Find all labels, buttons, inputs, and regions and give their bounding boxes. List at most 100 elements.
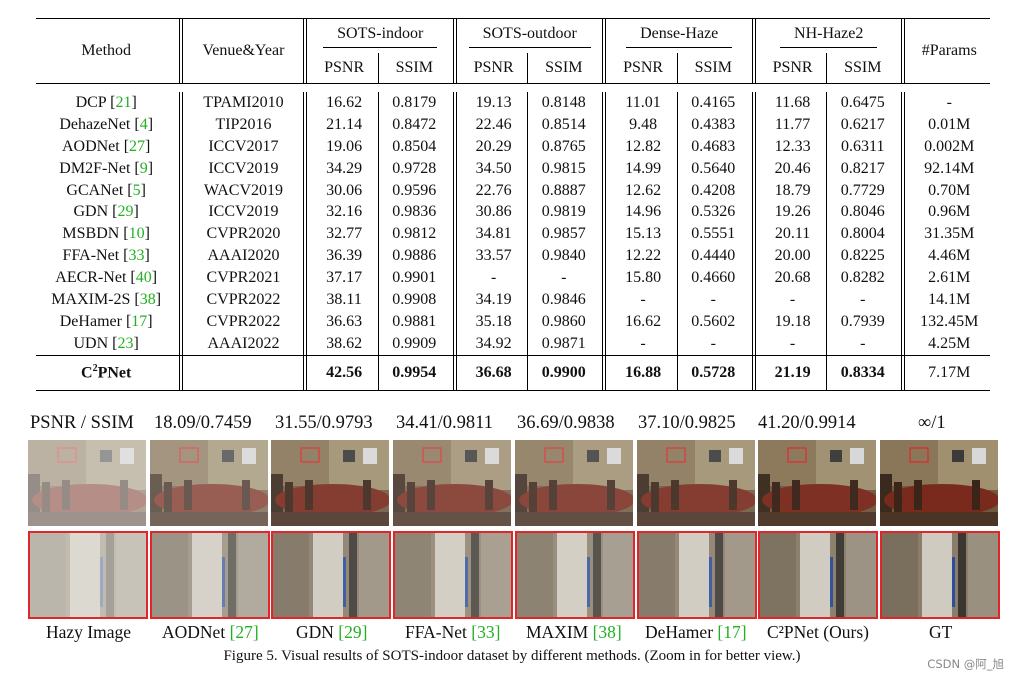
psnr-value: 32.77: [326, 225, 363, 243]
citation-link[interactable]: [38]: [592, 622, 622, 642]
zoomed-crop: [758, 531, 878, 619]
citation-link[interactable]: 40: [135, 269, 152, 287]
table-row-ours: C2PNet 42.56 0.9954 36.68 0.9900 16.88 0.5728 2…: [36, 355, 990, 391]
group-nh-haze2: NH-Haze2: [780, 25, 878, 48]
psnr-value: 22.76: [475, 181, 512, 199]
params-value: 0.01M: [928, 115, 971, 133]
result-thumbnail: [758, 440, 876, 526]
citation-link[interactable]: 38: [139, 290, 156, 308]
method-caption-label: MAXIM [38]: [526, 622, 622, 643]
ssim-value: 0.9728: [392, 159, 437, 177]
score-value: 36.69/0.9838: [517, 413, 615, 433]
ssim-value: 0.9857: [541, 225, 586, 243]
method-name: DeHamer [17]: [59, 312, 153, 330]
citation-link[interactable]: 9: [139, 159, 148, 177]
citation-link[interactable]: 27: [129, 137, 146, 155]
header-ssim: SSIM: [545, 59, 583, 76]
ssim-value: 0.5728: [691, 363, 736, 381]
citation-link[interactable]: [17]: [717, 622, 747, 642]
header-psnr: PSNR: [623, 59, 664, 76]
params-value: 4.46M: [928, 247, 971, 265]
citation-link[interactable]: 5: [132, 181, 141, 199]
ssim-value: 0.9815: [541, 159, 586, 177]
citation-link[interactable]: [27]: [229, 622, 259, 642]
result-thumbnail: [880, 440, 998, 526]
ssim-value: -: [860, 334, 866, 352]
ssim-value: 0.8282: [840, 269, 885, 287]
table-row: MAXIM-2S [38] CVPR2022 38.11 0.9908 34.19 0.9…: [36, 289, 990, 311]
psnr-value: 21.14: [326, 115, 363, 133]
citation-link[interactable]: 29: [117, 203, 134, 221]
score-value: 34.41/0.9811: [396, 413, 493, 433]
psnr-value: 16.62: [326, 93, 363, 111]
method-name: DCP [21]: [75, 93, 137, 111]
label-text: MAXIM: [526, 622, 593, 642]
method-caption-label: GT: [929, 622, 952, 643]
method-label: GDN: [73, 203, 109, 221]
ssim-value: 0.8225: [840, 247, 885, 265]
psnr-value: 9.48: [629, 115, 658, 133]
citation-link[interactable]: [33]: [471, 622, 501, 642]
psnr-value: 12.33: [774, 137, 811, 155]
params-value: 132.45M: [920, 312, 979, 330]
method-sup: 2: [92, 363, 98, 375]
ssim-value: 0.4683: [691, 137, 736, 155]
ssim-value: 0.9908: [392, 290, 437, 308]
ssim-value: 0.4383: [691, 115, 736, 133]
ssim-value: -: [710, 334, 716, 352]
ssim-value: 0.9596: [392, 181, 437, 199]
method-caption-label: DeHamer [17]: [645, 622, 747, 643]
ssim-value: 0.4165: [691, 93, 736, 111]
ssim-value: 0.8046: [840, 203, 885, 221]
table-row: FFA-Net [33] AAAI2020 36.39 0.9886 33.57 0.98…: [36, 245, 990, 268]
citation-link[interactable]: 17: [131, 312, 148, 330]
ssim-value: 0.6217: [840, 115, 885, 133]
citation-link[interactable]: 23: [117, 334, 134, 352]
psnr-value: 19.06: [326, 137, 363, 155]
ssim-value: 0.6475: [840, 93, 885, 111]
venue: CVPR2022: [206, 290, 281, 308]
psnr-value: 20.68: [774, 269, 811, 287]
header-psnr: PSNR: [324, 59, 365, 76]
venue: TPAMI2010: [203, 93, 284, 111]
ssim-value: 0.9881: [392, 312, 437, 330]
group-sots-indoor: SOTS-indoor: [323, 25, 438, 48]
method-label: MSBDN: [62, 225, 120, 243]
ssim-value: 0.9812: [392, 225, 437, 243]
ssim-value: -: [561, 269, 567, 287]
method-label: DeHamer: [59, 312, 122, 330]
psnr-value: 38.11: [326, 290, 362, 308]
venue: CVPR2020: [206, 225, 281, 243]
citation-link[interactable]: 10: [128, 225, 145, 243]
psnr-value: 16.62: [625, 312, 662, 330]
ssim-value: 0.6311: [841, 137, 885, 155]
ssim-value: -: [710, 290, 716, 308]
psnr-value: 12.22: [625, 247, 662, 265]
ssim-value: 0.8217: [840, 159, 885, 177]
psnr-value: 18.79: [774, 181, 811, 199]
ssim-value: 0.8004: [840, 225, 885, 243]
citation-link[interactable]: 21: [115, 93, 132, 111]
table-row: GDN [29] ICCV2019 32.16 0.9836 30.86 0.9819 14…: [36, 201, 990, 224]
header-params: #Params: [921, 42, 977, 59]
zoomed-crop: [515, 531, 635, 619]
ssim-value: 0.8887: [541, 181, 586, 199]
method-label: MAXIM-2S: [51, 290, 131, 308]
ssim-value: 0.8765: [541, 137, 586, 155]
method-name: AECR-Net [40]: [55, 269, 158, 287]
params-value: 14.1M: [928, 290, 971, 308]
psnr-value: 15.13: [625, 225, 662, 243]
result-thumbnail: [393, 440, 511, 526]
score-value: ∞/1: [918, 413, 946, 433]
citation-link[interactable]: 4: [139, 115, 148, 133]
venue: ICCV2017: [208, 137, 279, 155]
method-name: FFA-Net [33]: [62, 247, 150, 265]
citation-link[interactable]: 33: [128, 247, 145, 265]
psnr-value: 34.29: [326, 159, 363, 177]
ssim-value: 0.7939: [840, 312, 885, 330]
psnr-value: -: [640, 290, 646, 308]
ssim-value: 0.9860: [541, 312, 586, 330]
score-header: PSNR / SSIM: [30, 413, 134, 433]
result-thumbnail: [271, 440, 389, 526]
citation-link[interactable]: [29]: [338, 622, 368, 642]
